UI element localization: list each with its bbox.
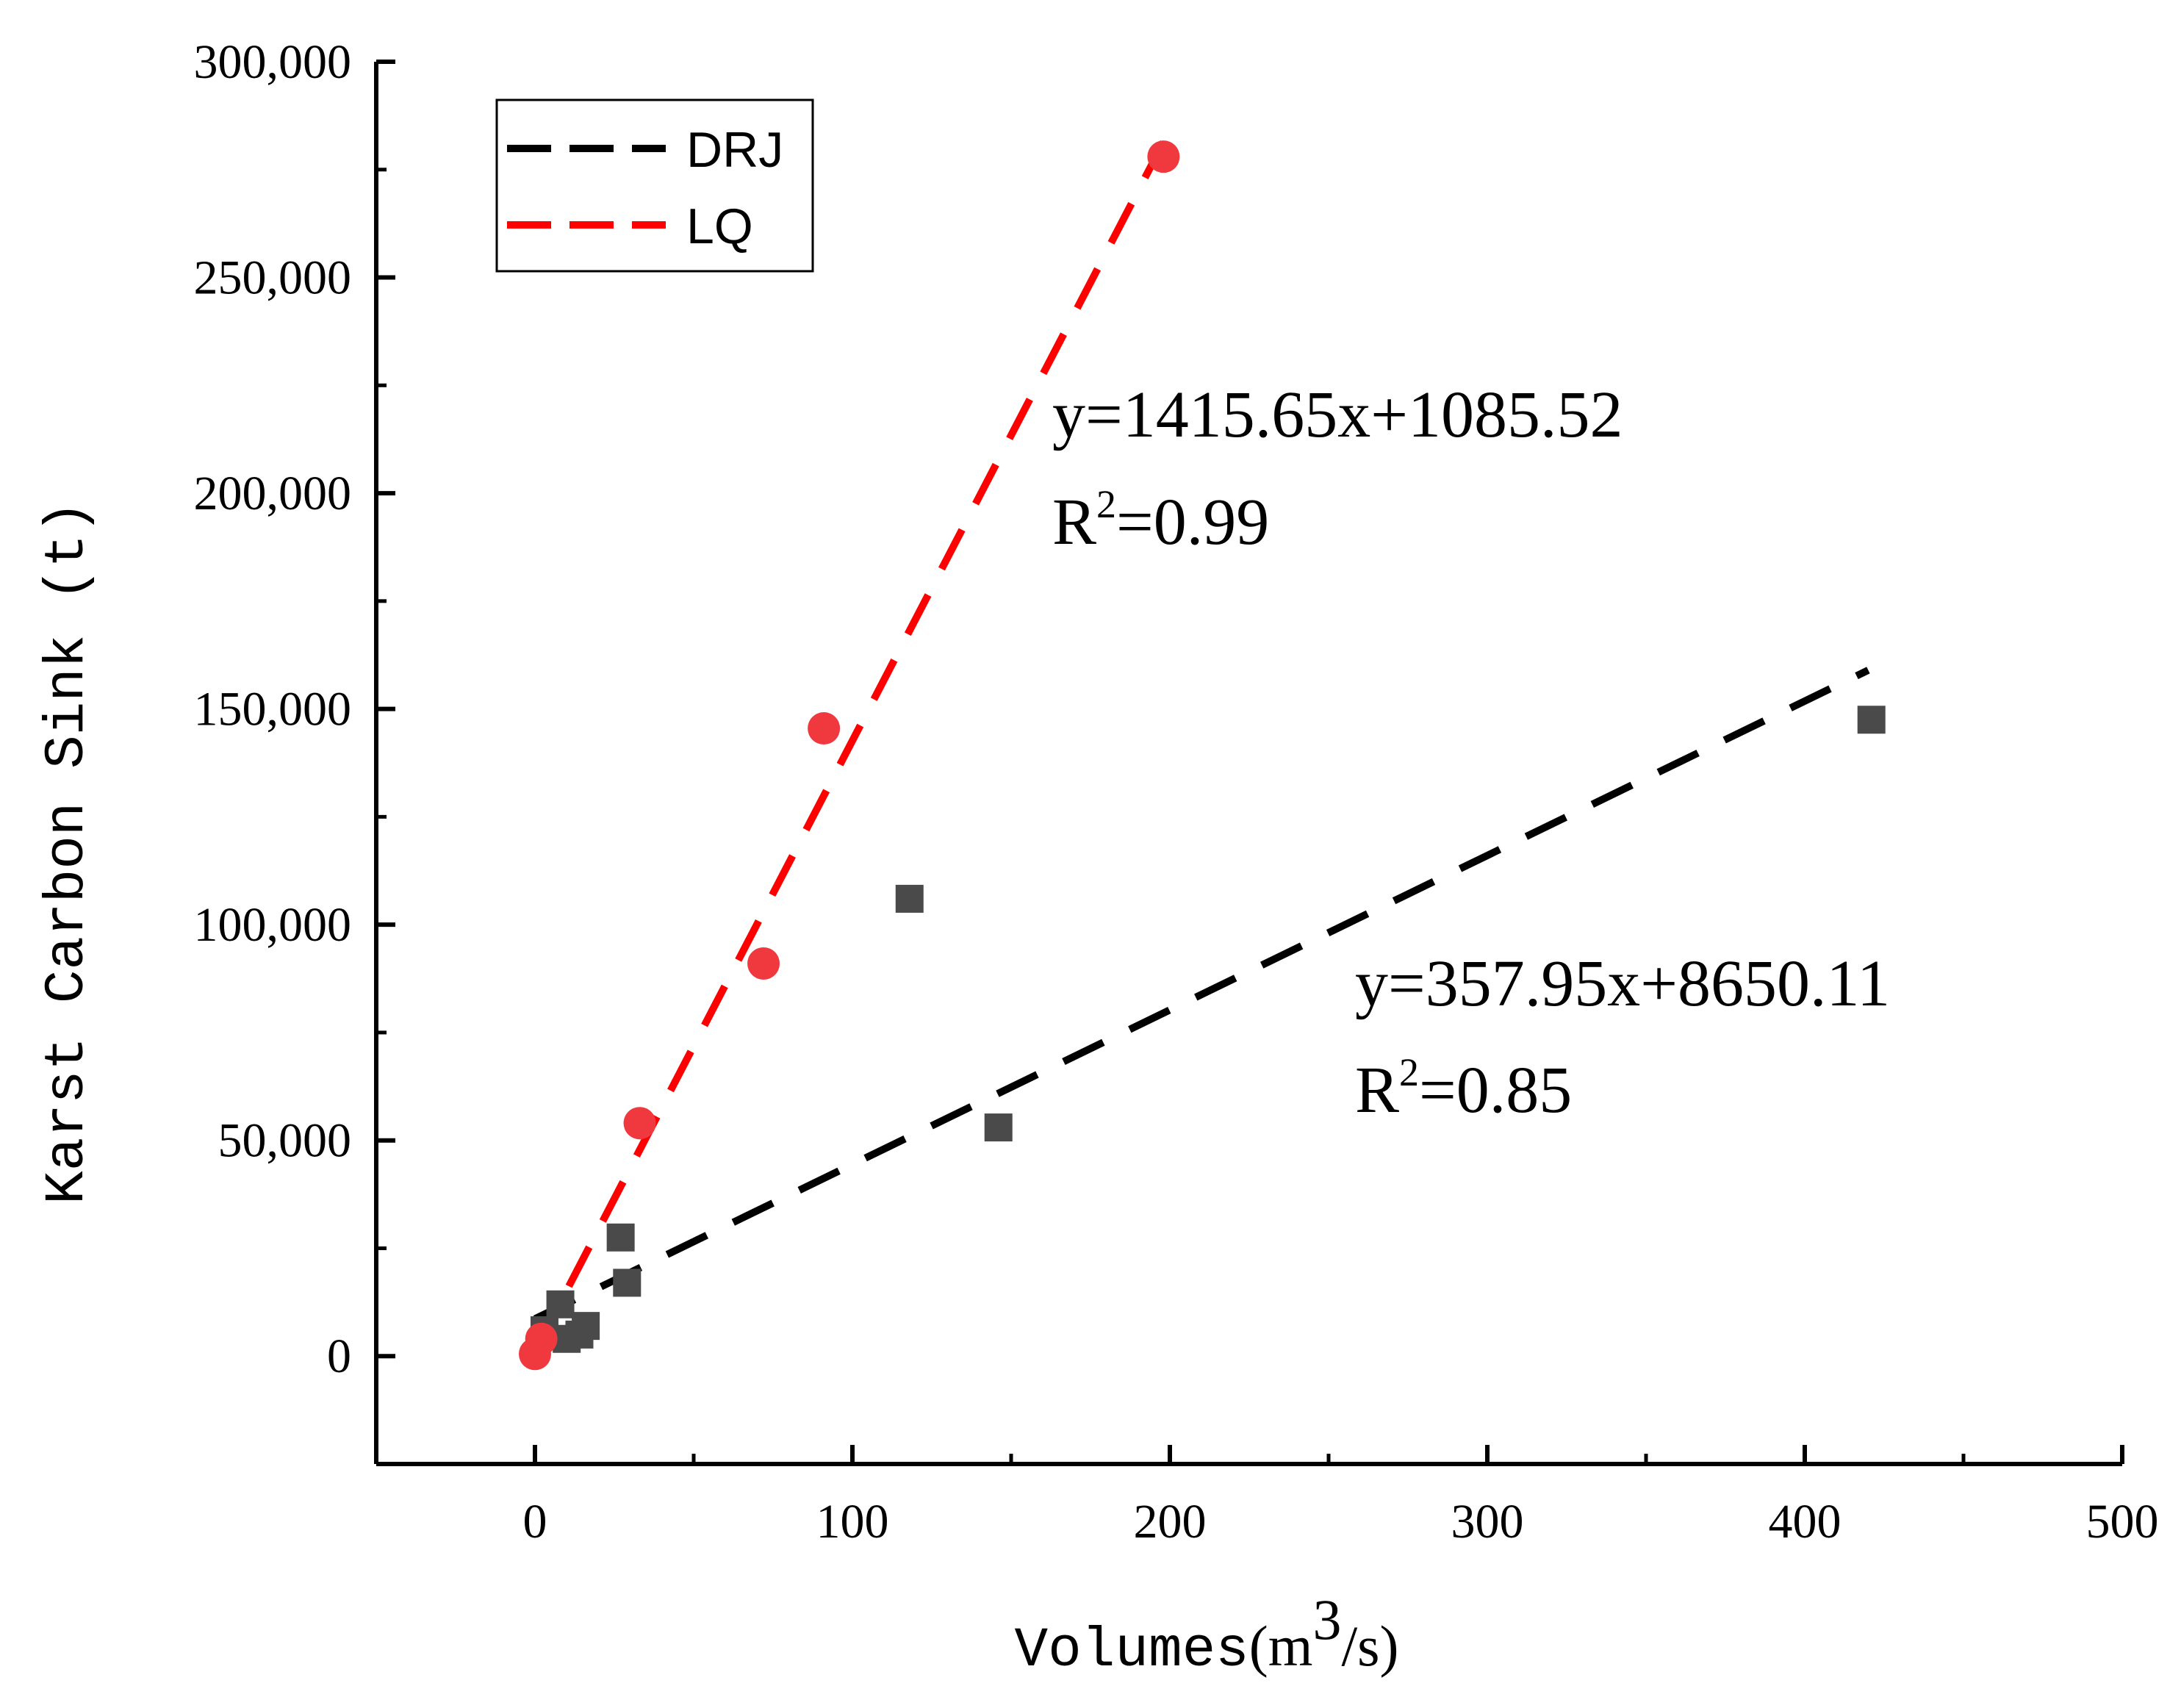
x-axis-title-unit-sup: 3 xyxy=(1312,1587,1341,1651)
x-tick-label: 0 xyxy=(523,1495,547,1549)
lq-r2-value: =0.99 xyxy=(1116,486,1269,559)
drj-equation: y=357.95x+8650.11 xyxy=(1355,947,1890,1020)
point-drj xyxy=(572,1312,600,1341)
x-tick-label: 200 xyxy=(1134,1495,1207,1549)
x-axis-title: Volumes(m3/s) xyxy=(1015,1587,1399,1682)
point-drj xyxy=(613,1269,642,1297)
point-lq xyxy=(1147,140,1180,173)
x-ticks: 0 100 200 300 400 500 xyxy=(374,1445,2159,1549)
point-drj xyxy=(895,884,924,913)
y-tick-label: 250,000 xyxy=(194,251,352,305)
x-axis-title-unit-suffix: /s) xyxy=(1341,1614,1398,1678)
drj-r-squared: R2=0.85 xyxy=(1355,1050,1572,1127)
x-axis-title-main: Volumes xyxy=(1015,1619,1249,1682)
x-tick-label: 500 xyxy=(2086,1495,2159,1549)
point-drj xyxy=(984,1113,1013,1142)
point-drj xyxy=(546,1290,575,1318)
point-drj xyxy=(606,1223,635,1252)
lq-equation: y=1415.65x+1085.52 xyxy=(1052,378,1623,451)
y-tick-label: 300,000 xyxy=(194,35,352,89)
y-tick-label: 200,000 xyxy=(194,467,352,520)
x-tick-label: 300 xyxy=(1451,1495,1524,1549)
x-tick-label: 400 xyxy=(1769,1495,1842,1549)
lq-r2-prefix: R xyxy=(1052,486,1096,559)
y-tick-label: 100,000 xyxy=(194,898,352,952)
drj-r2-prefix: R xyxy=(1355,1054,1399,1127)
axes: 0 50,000 100,000 150,000 200,000 250,000 300,0… xyxy=(194,35,2159,1549)
y-tick-label: 50,000 xyxy=(218,1114,352,1168)
y-tick-label: 150,000 xyxy=(194,683,352,736)
legend-label-drj: DRJ xyxy=(686,122,783,178)
annotations: y=1415.65x+1085.52 R2=0.99 y=357.95x+865… xyxy=(1052,378,1890,1127)
point-lq xyxy=(525,1322,558,1355)
x-tick-label: 100 xyxy=(816,1495,889,1549)
fit-line-lq xyxy=(531,140,1167,1354)
lq-r2-sup: 2 xyxy=(1096,482,1116,526)
fit-lines xyxy=(531,140,1870,1354)
y-ticks: 0 50,000 100,000 150,000 200,000 250,000 300,0… xyxy=(194,35,395,1466)
drj-r2-value: =0.85 xyxy=(1419,1054,1572,1127)
lq-r-squared: R2=0.99 xyxy=(1052,482,1269,559)
point-lq xyxy=(747,947,780,980)
fit-line-drj xyxy=(533,667,1870,1322)
point-lq xyxy=(808,712,841,745)
y-tick-label: 0 xyxy=(327,1330,351,1383)
legend: DRJ LQ xyxy=(495,98,814,273)
legend-label-lq: LQ xyxy=(686,198,753,254)
x-axis-title-unit-prefix: (m xyxy=(1249,1614,1313,1678)
y-axis-title: Karst Carbon Sink (t) xyxy=(36,500,99,1205)
data-points xyxy=(519,140,1886,1371)
point-lq xyxy=(623,1107,656,1140)
legend-box xyxy=(495,98,814,273)
drj-r2-sup: 2 xyxy=(1399,1050,1419,1094)
point-drj xyxy=(1857,706,1886,734)
